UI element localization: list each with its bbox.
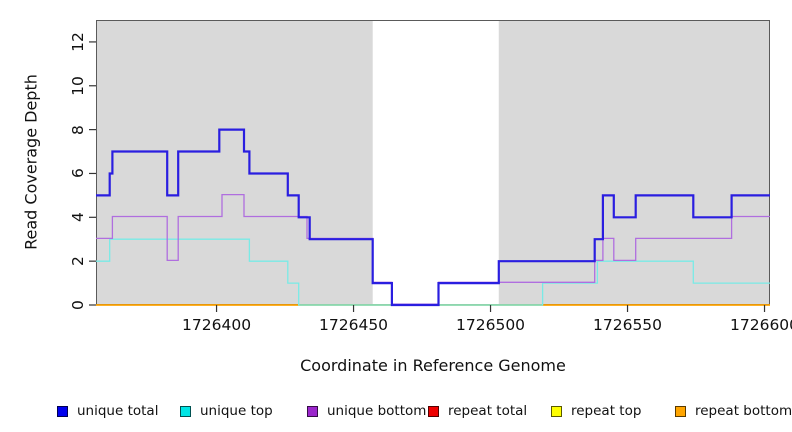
y-tick-label: 10 — [69, 75, 87, 96]
legend-swatch-icon — [180, 405, 191, 417]
legend-item-repeat-top: repeat top — [551, 402, 641, 420]
legend: unique total unique top unique bottom repea… — [0, 399, 792, 423]
y-tick-label: 4 — [69, 212, 87, 223]
legend-item-repeat-bottom: repeat bottom — [675, 402, 792, 420]
legend-label: unique total — [77, 403, 159, 419]
shaded-region — [96, 20, 373, 305]
legend-item-unique-top: unique top — [180, 402, 273, 420]
legend-label: repeat top — [571, 403, 642, 419]
y-axis-title: Read Coverage Depth — [21, 74, 41, 250]
y-tick-label: 8 — [69, 124, 87, 135]
plot-area — [96, 20, 770, 307]
y-tick-label: 2 — [69, 256, 87, 267]
legend-label: repeat bottom — [695, 403, 792, 419]
legend-item-repeat-total: repeat total — [428, 402, 527, 420]
legend-swatch-icon — [428, 405, 439, 417]
y-tick-label: 6 — [69, 168, 87, 179]
legend-swatch-icon — [307, 405, 318, 417]
legend-item-unique-total: unique total — [57, 402, 158, 420]
legend-label: unique top — [200, 403, 273, 419]
legend-item-unique-bottom: unique bottom — [307, 402, 426, 420]
shaded-region — [498, 20, 770, 305]
legend-label: repeat total — [448, 403, 528, 419]
x-tick-label: 1726450 — [319, 316, 389, 334]
legend-swatch-icon — [551, 405, 562, 417]
y-tick-label: 0 — [69, 300, 87, 310]
series-unique-top — [96, 238, 770, 306]
x-axis-title: Coordinate in Reference Genome — [300, 356, 566, 375]
x-tick-label: 1726400 — [182, 316, 252, 334]
legend-swatch-icon — [675, 405, 686, 417]
legend-label: unique bottom — [327, 403, 427, 419]
legend-swatch-icon — [57, 405, 68, 417]
x-tick-label: 1726550 — [593, 316, 663, 334]
series-unique-total — [96, 128, 770, 307]
y-tick-label: 12 — [69, 32, 87, 52]
x-tick-label: 1726500 — [456, 316, 526, 334]
